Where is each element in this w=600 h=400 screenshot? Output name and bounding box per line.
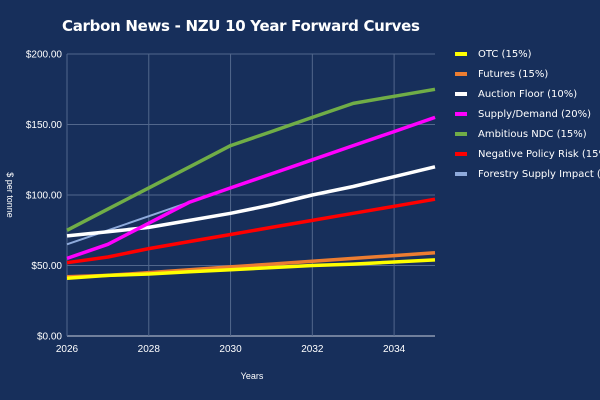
legend-label: Negative Policy Risk (15%) <box>478 148 600 160</box>
y-axis-label: $ per tonne <box>5 172 15 218</box>
legend-label: Ambitious NDC (15%) <box>478 128 587 140</box>
legend-swatch <box>455 152 467 156</box>
legend-label: Forestry Supply Impact (10%) <box>478 168 600 180</box>
legend-swatch <box>455 52 467 56</box>
y-tick-label: $50.00 <box>31 261 62 272</box>
legend-item: OTC (15%) <box>455 44 600 64</box>
tick-labels: $0.00 $50.00 $100.00 $150.00 $200.00 2026 2028… <box>26 50 406 356</box>
y-tick-label: $150.00 <box>26 120 63 131</box>
series-lines <box>66 87 436 280</box>
series-line-5 <box>66 197 436 265</box>
legend-item: Futures (15%) <box>455 64 600 84</box>
y-tick-label: $200.00 <box>26 50 63 61</box>
y-tick-label: $100.00 <box>26 191 63 202</box>
legend-swatch <box>455 172 467 176</box>
legend-label: Auction Floor (10%) <box>478 88 578 100</box>
gridlines <box>66 53 435 337</box>
series-line-2 <box>66 165 436 238</box>
chart-title: Carbon News - NZU 10 Year Forward Curves <box>62 17 420 35</box>
legend-item: Negative Policy Risk (15%) <box>455 144 600 164</box>
x-tick-label: 2028 <box>138 344 161 355</box>
legend-swatch <box>455 112 467 116</box>
x-tick-label: 2032 <box>301 344 324 355</box>
legend-label: Supply/Demand (20%) <box>478 108 592 120</box>
x-tick-label: 2034 <box>383 344 406 355</box>
legend: OTC (15%) Futures (15%) Auction Floor (10%… <box>455 44 600 184</box>
series-line-0 <box>66 258 436 280</box>
x-axis-label: Years <box>241 371 264 381</box>
legend-label: Futures (15%) <box>478 68 549 80</box>
legend-item: Auction Floor (10%) <box>455 84 600 104</box>
legend-swatch <box>455 92 467 96</box>
legend-item: Forestry Supply Impact (10%) <box>455 164 600 184</box>
series-line-4 <box>66 87 436 232</box>
series-line-3 <box>66 115 436 261</box>
legend-label: OTC (15%) <box>478 48 532 60</box>
legend-swatch <box>455 132 467 136</box>
x-tick-label: 2026 <box>56 344 79 355</box>
legend-item: Ambitious NDC (15%) <box>455 124 600 144</box>
y-tick-label: $0.00 <box>37 332 62 343</box>
legend-swatch <box>455 72 467 76</box>
legend-item: Supply/Demand (20%) <box>455 104 600 124</box>
x-tick-label: 2030 <box>219 344 242 355</box>
